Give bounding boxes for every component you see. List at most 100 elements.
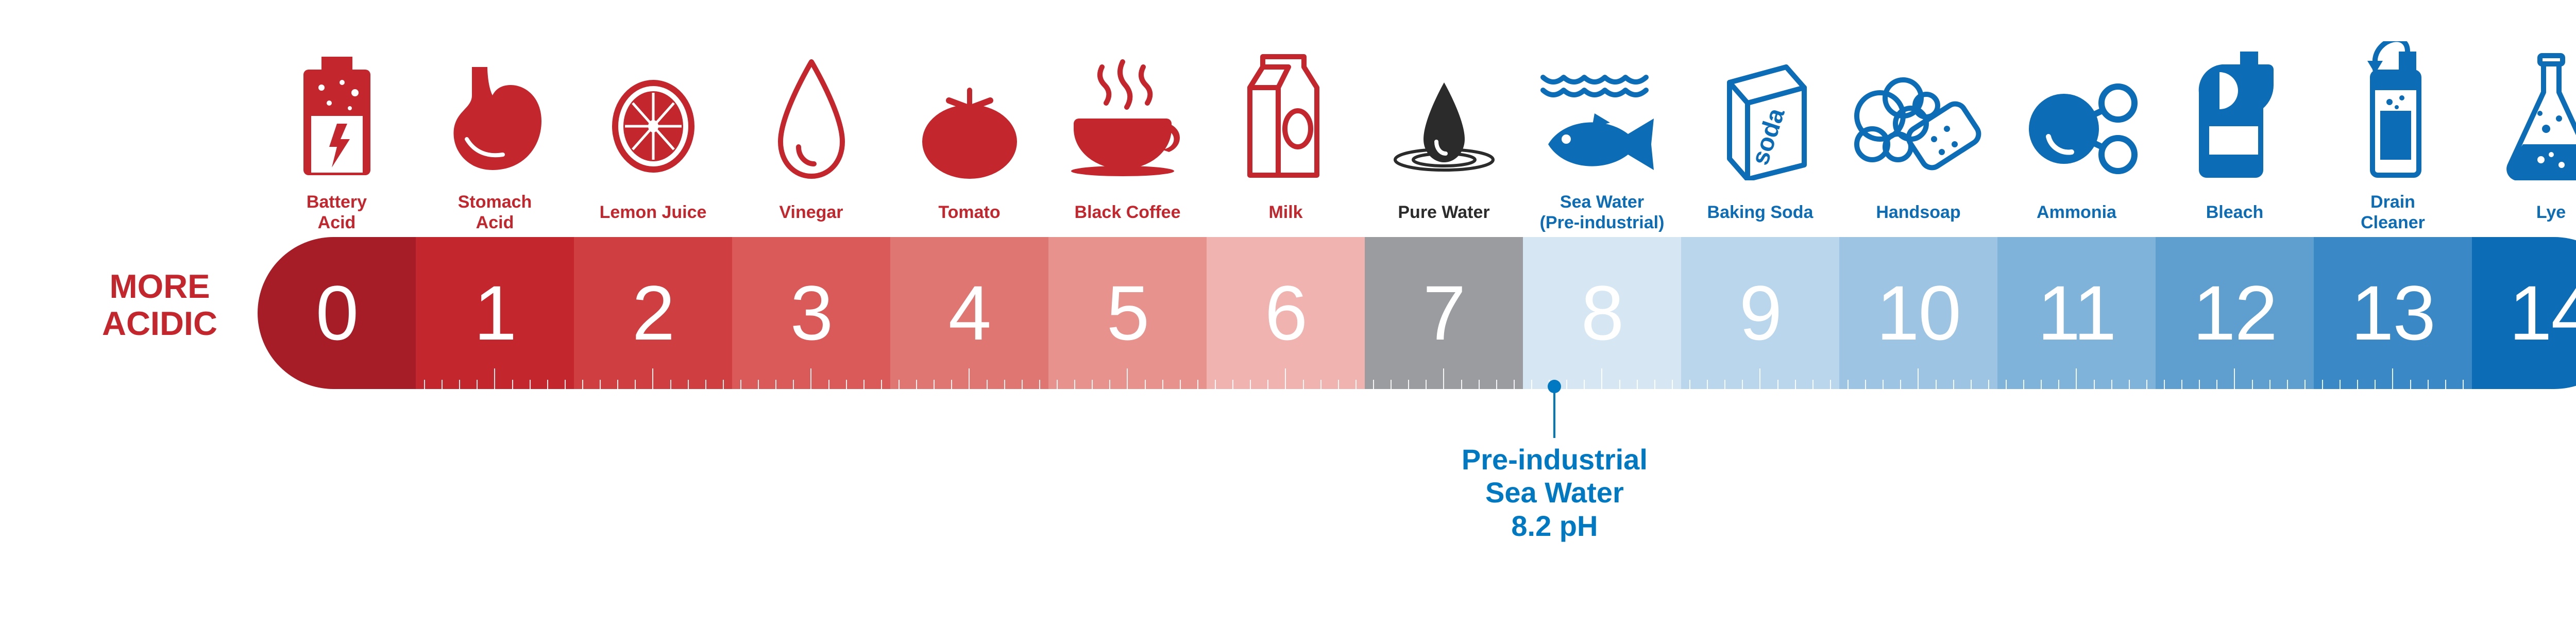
entry-ph-13: DrainCleaner xyxy=(2314,26,2472,234)
ruler-ticks xyxy=(1207,368,1365,389)
entry-label: Lye xyxy=(2536,191,2566,234)
entry-label: Bleach xyxy=(2206,191,2264,234)
entry-label: DrainCleaner xyxy=(2361,191,2425,234)
scale-cell-12: 12 xyxy=(2156,237,2314,389)
entry-label: Handsoap xyxy=(1876,191,1960,234)
entry-ph-6: Milk xyxy=(1207,26,1365,234)
ph-number: 14 xyxy=(2509,268,2576,358)
ruler-ticks xyxy=(416,368,574,389)
entry-ph-14: Lye xyxy=(2472,26,2576,234)
ruler-ticks xyxy=(1523,368,1681,389)
entry-label: Lemon Juice xyxy=(600,191,707,234)
entry-ph-5: Black Coffee xyxy=(1048,26,1207,234)
fish-icon xyxy=(1538,26,1667,180)
scale-cell-4: 4 xyxy=(890,237,1048,389)
ruler-ticks xyxy=(2156,368,2314,389)
scale-cell-13: 13 xyxy=(2314,237,2472,389)
flask-icon xyxy=(2500,26,2576,180)
ph-number: 7 xyxy=(1423,268,1465,358)
entry-label: Vinegar xyxy=(779,191,843,234)
ruler-ticks xyxy=(1365,368,1523,389)
ruler-ticks xyxy=(732,368,890,389)
ph-number: 0 xyxy=(316,268,358,358)
ruler-ticks xyxy=(1839,368,1997,389)
callout-text: Pre-industrial Sea Water 8.2 pH xyxy=(1451,443,1657,543)
scale-cell-0: 0 xyxy=(258,237,416,389)
entry-ph-4: Tomato xyxy=(890,26,1048,234)
seawater-callout: Pre-industrial Sea Water 8.2 pH xyxy=(1451,386,1657,543)
more-acidic-label: MORE ACIDIC xyxy=(72,268,247,342)
soap-icon xyxy=(1852,26,1986,180)
coffee-icon xyxy=(1066,26,1190,180)
entry-label: Baking Soda xyxy=(1707,191,1814,234)
ruler-ticks xyxy=(1681,368,1839,389)
scale-cell-2: 2 xyxy=(574,237,732,389)
ph-number: 2 xyxy=(632,268,674,358)
entry-label: Pure Water xyxy=(1398,191,1489,234)
ph-number: 1 xyxy=(474,268,516,358)
ph-number: 3 xyxy=(790,268,832,358)
water-drop-icon xyxy=(1387,26,1501,180)
entry-ph-7: Pure Water xyxy=(1365,26,1523,234)
entries-row: BatteryAcid StomachAcid Lemon Juice Vine… xyxy=(258,26,2576,234)
entry-label: Black Coffee xyxy=(1075,191,1181,234)
ruler-ticks xyxy=(574,368,732,389)
acidic-line2: ACIDIC xyxy=(102,305,217,342)
soda-box-icon: soda xyxy=(1709,26,1812,180)
ph-number: 11 xyxy=(2038,268,2116,358)
ruler-ticks xyxy=(1048,368,1207,389)
stomach-icon xyxy=(436,26,554,180)
callout-line3: 8.2 pH xyxy=(1511,510,1598,542)
entry-ph-3: Vinegar xyxy=(732,26,890,234)
callout-line1: Pre-industrial xyxy=(1462,443,1648,476)
milk-icon xyxy=(1242,26,1330,180)
entry-ph-8: Sea Water(Pre-industrial) xyxy=(1523,26,1681,234)
ph-number: 13 xyxy=(2351,268,2435,358)
ruler-ticks xyxy=(1997,368,2156,389)
acidic-line1: MORE xyxy=(110,267,210,305)
svg-text:soda: soda xyxy=(1746,105,1790,168)
entry-ph-0: BatteryAcid xyxy=(258,26,416,234)
battery-icon xyxy=(293,26,381,180)
scale-cell-3: 3 xyxy=(732,237,890,389)
lemon-icon xyxy=(599,26,707,180)
callout-dot xyxy=(1548,380,1561,393)
tomato-icon xyxy=(916,26,1024,180)
entry-ph-1: StomachAcid xyxy=(416,26,574,234)
ph-number: 10 xyxy=(1876,268,1960,358)
ph-number: 4 xyxy=(948,268,990,358)
scale-cell-9: 9 xyxy=(1681,237,1839,389)
ph-number: 6 xyxy=(1265,268,1307,358)
ph-number: 8 xyxy=(1581,268,1623,358)
entry-ph-9: soda Baking Soda xyxy=(1681,26,1839,234)
scale-cell-6: 6 xyxy=(1207,237,1365,389)
entry-ph-11: Ammonia xyxy=(1997,26,2156,234)
scale-cell-11: 11 xyxy=(1997,237,2156,389)
scale-cell-1: 1 xyxy=(416,237,574,389)
scale-cell-10: 10 xyxy=(1839,237,1997,389)
ruler-ticks xyxy=(890,368,1048,389)
entry-label: Tomato xyxy=(938,191,1000,234)
callout-line2: Sea Water xyxy=(1485,476,1624,509)
scale-cell-5: 5 xyxy=(1048,237,1207,389)
molecule-icon xyxy=(2012,26,2141,180)
entry-label: Milk xyxy=(1268,191,1302,234)
droplet-icon xyxy=(770,26,853,180)
callout-pin xyxy=(1553,386,1555,438)
ph-number: 5 xyxy=(1107,268,1148,358)
entry-label: StomachAcid xyxy=(458,191,532,234)
ph-scale-bar: 01234567891011121314 xyxy=(258,237,2576,389)
ph-number: 9 xyxy=(1739,268,1781,358)
entry-ph-2: Lemon Juice xyxy=(574,26,732,234)
drain-cleaner-icon xyxy=(2349,26,2437,180)
scale-cell-8: 8 xyxy=(1523,237,1681,389)
scale-cell-14: 14 xyxy=(2472,237,2576,389)
entry-ph-10: Handsoap xyxy=(1839,26,1997,234)
entry-label: BatteryAcid xyxy=(307,191,367,234)
scale-cell-7: 7 xyxy=(1365,237,1523,389)
ruler-ticks xyxy=(2314,368,2472,389)
bleach-icon xyxy=(2191,26,2279,180)
entry-ph-12: Bleach xyxy=(2156,26,2314,234)
entry-label: Ammonia xyxy=(2037,191,2116,234)
ph-number: 12 xyxy=(2193,268,2277,358)
